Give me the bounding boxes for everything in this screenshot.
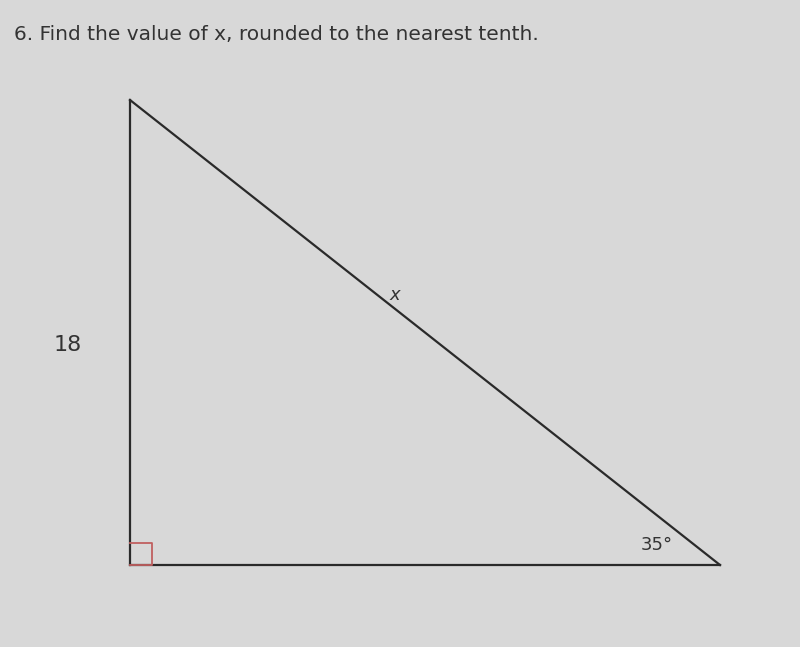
Text: 35°: 35° bbox=[641, 536, 673, 554]
Text: 6. Find the value of x, rounded to the nearest tenth.: 6. Find the value of x, rounded to the n… bbox=[14, 25, 538, 45]
Text: 18: 18 bbox=[54, 335, 82, 355]
Text: x: x bbox=[390, 286, 400, 304]
